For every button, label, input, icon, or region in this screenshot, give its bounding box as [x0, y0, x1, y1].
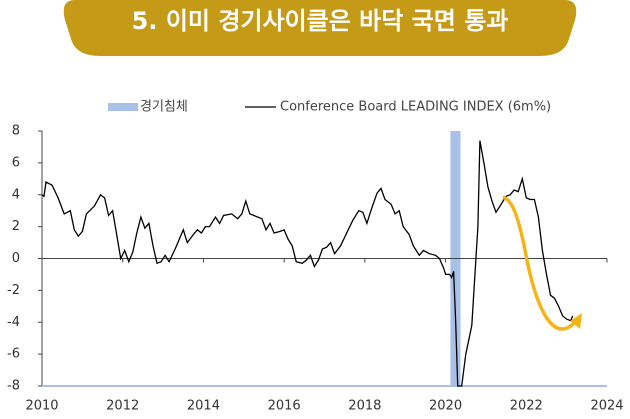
plot-area: -8 -6 -4 -2 0 2 4 6 8 2010 2012 2014 2016 2018 2020 202… [7, 124, 624, 414]
trend-arrow-head [570, 313, 582, 329]
x-tick-label: 2014 [187, 399, 220, 414]
x-tick-label: 2024 [590, 399, 623, 414]
x-tick-label: 2016 [268, 399, 301, 414]
trend-arrow [502, 195, 579, 331]
x-tick-label: 2010 [25, 399, 58, 414]
legend-swatch [108, 103, 138, 111]
y-tick-label: -2 [7, 283, 20, 298]
y-tick-label: 8 [12, 124, 20, 139]
title-banner [63, 0, 577, 56]
y-tick-label: 0 [12, 251, 20, 266]
legend-label: Conference Board LEADING INDEX (6m%) [280, 100, 551, 115]
x-tick-label: 2020 [429, 399, 462, 414]
y-tick-label: 2 [12, 219, 20, 234]
x-tick-label: 2012 [106, 399, 139, 414]
y-tick-label: -4 [7, 315, 20, 330]
y-tick-label: 4 [12, 187, 20, 202]
data-line [41, 140, 574, 387]
chart-title: 5. 이미 경기사이클은 바닥 국면 통과 [132, 7, 509, 35]
y-tick-label: -6 [7, 347, 20, 362]
x-tick-label: 2022 [510, 399, 543, 414]
y-tick-label: -8 [7, 379, 20, 394]
legend-label: 경기침체 [140, 100, 188, 115]
y-tick-label: 6 [12, 155, 20, 170]
x-tick-label: 2018 [348, 399, 381, 414]
